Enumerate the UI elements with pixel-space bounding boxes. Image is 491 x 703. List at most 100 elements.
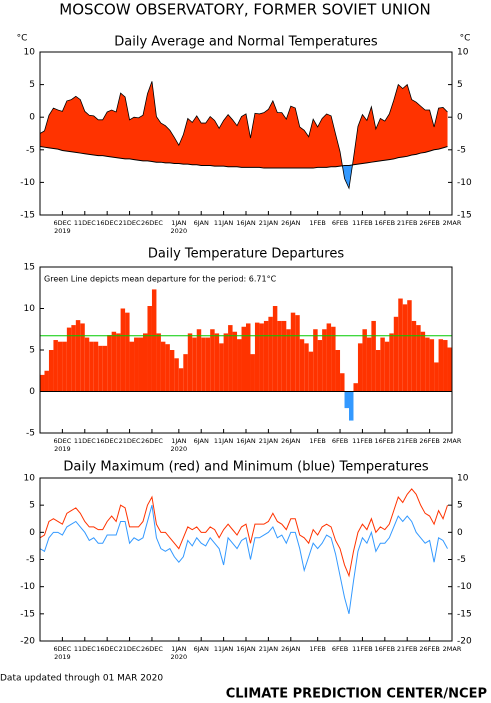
y-tick-label: 10 <box>24 48 36 58</box>
bar <box>241 326 246 392</box>
bar <box>111 331 117 392</box>
y-tick-label: 5 <box>29 501 35 511</box>
x-year-label: 2019 <box>54 227 71 235</box>
y-tick-label: -5 <box>457 145 466 155</box>
x-tick-label: 6JAN <box>194 645 209 653</box>
y-tick-label: -5 <box>457 555 466 565</box>
bar <box>143 333 148 392</box>
bar <box>44 370 49 392</box>
x-tick-label: 11FEB <box>352 645 373 653</box>
bar <box>102 345 108 392</box>
bar <box>393 316 399 392</box>
bar <box>205 337 211 392</box>
y-tick-label: 5 <box>457 501 463 511</box>
bar <box>389 333 394 392</box>
above-normal-fill <box>40 81 448 169</box>
bar <box>272 306 278 392</box>
bar <box>317 340 323 392</box>
x-tick-label: 21JAN <box>259 219 279 227</box>
x-tick-label: 26FEB <box>419 219 440 227</box>
y-tick-label: -15 <box>457 609 472 619</box>
x-tick-label: 16DEC <box>96 437 118 445</box>
x-tick-label: 6FEB <box>332 437 348 445</box>
bar <box>120 308 126 392</box>
bar <box>214 333 220 392</box>
bar <box>425 337 430 392</box>
y-tick-label: -10 <box>457 582 472 592</box>
bar <box>165 344 170 392</box>
bar <box>57 341 63 392</box>
y-unit: °C <box>17 34 28 44</box>
bar <box>322 329 327 392</box>
bar <box>299 339 305 392</box>
bar <box>129 341 135 392</box>
series-line <box>39 488 448 578</box>
y-tick-label: 10 <box>24 474 36 484</box>
bar <box>237 339 242 392</box>
x-tick-label: 26JAN <box>281 645 301 653</box>
x-tick-label: 1FEB <box>309 219 325 227</box>
bar <box>98 345 103 392</box>
bar <box>277 320 282 392</box>
bar <box>48 350 54 392</box>
bar <box>250 354 255 392</box>
x-year-label: 2020 <box>171 653 188 661</box>
bar <box>160 341 166 392</box>
bar <box>398 298 403 392</box>
x-year-label: 2020 <box>171 445 188 453</box>
bar <box>219 343 224 392</box>
bar <box>375 350 381 392</box>
x-tick-label: 26FEB <box>419 437 440 445</box>
update-note: Data updated through 01 MAR 2020 <box>0 674 163 684</box>
x-tick-label: 26JAN <box>281 437 301 445</box>
x-tick-label: 11FEB <box>352 437 373 445</box>
plot <box>39 81 448 190</box>
bar <box>362 329 367 392</box>
bar <box>125 312 130 392</box>
y-tick-label: -5 <box>26 145 35 155</box>
y-tick-label: -10 <box>20 582 35 592</box>
bar <box>384 341 390 392</box>
y-unit: °C <box>460 34 471 44</box>
bar <box>434 362 439 392</box>
bar <box>147 306 152 392</box>
bar <box>380 337 385 392</box>
x-tick-label: 16FEB <box>375 219 396 227</box>
bar <box>420 331 426 392</box>
bar <box>340 373 345 392</box>
y-tick-label: 0 <box>29 113 35 123</box>
bar <box>246 323 251 392</box>
x-tick-label: 6DEC <box>53 437 71 445</box>
x-year-label: 2020 <box>171 227 188 235</box>
bar <box>174 358 179 392</box>
bar <box>134 337 139 392</box>
x-tick-label: 6JAN <box>194 219 209 227</box>
page-title: MOSCOW OBSERVATORY, FORMER SOVIET UNION <box>59 1 430 19</box>
x-tick-label: 21FEB <box>397 219 418 227</box>
bar <box>80 323 85 392</box>
x-tick-label: 2MAR <box>443 645 462 653</box>
x-tick-label: 6DEC <box>53 645 71 653</box>
bar <box>192 337 197 392</box>
y-tick-label: -10 <box>20 178 35 188</box>
bar <box>402 304 408 392</box>
bar <box>93 341 99 392</box>
bar <box>313 329 318 392</box>
bar <box>308 351 314 392</box>
y-tick-label: -15 <box>457 211 472 221</box>
bar <box>187 333 193 392</box>
y-tick-label: -10 <box>457 178 472 188</box>
x-tick-label: 26DEC <box>141 645 163 653</box>
normal-line <box>39 146 448 169</box>
y-tick-label: -15 <box>20 211 35 221</box>
x-tick-label: 1FEB <box>309 645 325 653</box>
x-tick-label: 11JAN <box>214 219 234 227</box>
y-tick-label: 5 <box>29 80 35 90</box>
bar <box>89 341 94 392</box>
bar <box>232 331 238 392</box>
x-tick-label: 11JAN <box>214 645 234 653</box>
bar <box>84 337 90 392</box>
plot-frame <box>39 477 453 642</box>
x-tick-label: 16JAN <box>236 219 256 227</box>
bar <box>116 333 121 392</box>
